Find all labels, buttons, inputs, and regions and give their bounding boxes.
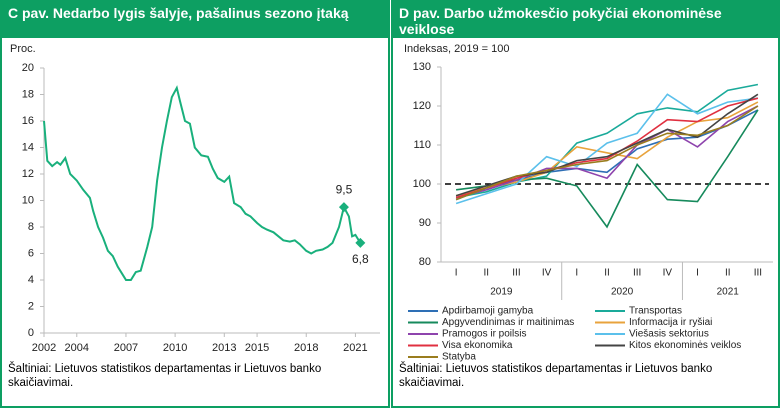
annotation: 9,5 [336, 182, 353, 196]
x-tick-label: I [455, 268, 458, 279]
chart-title: C pav. Nedarbo lygis šalyje, pašalinus s… [2, 2, 388, 38]
y-tick-label: 80 [419, 256, 431, 268]
y-tick-label: 110 [413, 139, 431, 151]
y-tick-label: 120 [413, 100, 431, 112]
y-tick-label: 12 [22, 168, 34, 180]
x-tick-label: I [575, 268, 578, 279]
y-tick-label: 10 [22, 194, 34, 206]
x-tick-label: III [512, 268, 520, 279]
legend-label: Visa ekonomika [442, 340, 513, 351]
line [455, 105, 759, 201]
y-tick-label: 6 [28, 247, 34, 259]
line [455, 105, 759, 199]
x-tick-label: 2015 [245, 342, 269, 354]
legend-label: Transportas [629, 306, 682, 317]
x-tick-label: IV [663, 268, 673, 279]
legend-label: Apdirbamoji gamyba [442, 306, 534, 317]
legend-label: Apgyvendinimas ir maitinimas [442, 317, 574, 328]
group-label: 2021 [717, 287, 740, 298]
line [455, 83, 759, 199]
panel: D pav. Darbo užmokesčio pokyčiai ekonomi… [391, 0, 780, 408]
x-tick-label: 2004 [65, 342, 89, 354]
y-tick-label: 100 [413, 178, 431, 190]
y-tick-label: 4 [28, 274, 34, 286]
source: Šaltiniai: Lietuvos statistikos departam… [8, 363, 322, 389]
y-axis-label: Indeksas, 2019 = 100 [404, 43, 510, 55]
chart-title: D pav. Darbo užmokesčio pokyčiai ekonomi… [393, 2, 778, 38]
x-tick-label: I [696, 268, 699, 279]
x-tick-label: 2007 [114, 342, 138, 354]
x-tick-label: 2002 [32, 342, 56, 354]
marker [338, 202, 349, 213]
y-tick-label: 20 [22, 62, 34, 74]
x-tick-label: 2021 [343, 342, 367, 354]
x-tick-label: III [754, 268, 762, 279]
y-axis-label: Proc. [10, 43, 36, 55]
y-tick-label: 18 [22, 88, 34, 100]
x-tick-label: 2018 [294, 342, 318, 354]
legend-label: Kitos ekonominės veiklos [629, 340, 741, 351]
y-tick-label: 8 [28, 221, 34, 233]
x-tick-label: II [725, 268, 731, 279]
line [455, 97, 759, 199]
legend-label: Viešasis sektorius [629, 329, 709, 340]
y-tick-label: 2 [28, 300, 34, 312]
group-label: 2019 [490, 287, 513, 298]
y-tick-label: 16 [22, 115, 34, 127]
group-label: 2020 [611, 287, 634, 298]
line [43, 85, 362, 281]
y-tick-label: 14 [22, 141, 34, 153]
x-tick-label: II [604, 268, 610, 279]
x-tick-label: IV [542, 268, 552, 279]
x-tick-label: II [483, 268, 489, 279]
panel: C pav. Nedarbo lygis šalyje, pašalinus s… [0, 0, 390, 408]
annotation: 6,8 [352, 252, 369, 266]
source: Šaltiniai: Lietuvos statistikos departam… [399, 363, 713, 389]
y-tick-label: 0 [28, 327, 34, 339]
marker [355, 237, 366, 248]
x-tick-label: 2010 [163, 342, 187, 354]
legend-label: Pramogos ir poilsis [442, 329, 526, 340]
legend-label: Statyba [442, 352, 476, 363]
x-tick-label: 2013 [212, 342, 236, 354]
line [455, 109, 759, 229]
legend-label: Informacija ir ryšiai [629, 317, 712, 328]
x-tick-label: III [633, 268, 641, 279]
y-tick-label: 130 [413, 61, 431, 73]
y-tick-label: 90 [419, 217, 431, 229]
line [455, 93, 759, 205]
